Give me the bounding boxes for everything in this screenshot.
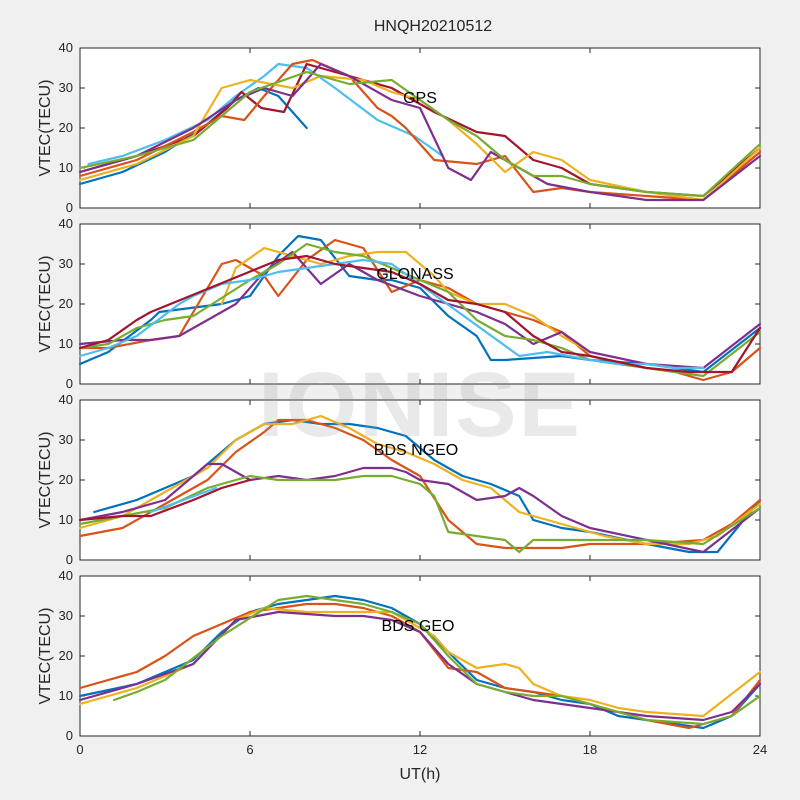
series-line-7: [78, 70, 762, 198]
y-tick-label: 0: [66, 552, 73, 567]
y-axis-label: VTEC(TECU): [37, 80, 54, 177]
y-tick-label: 40: [59, 216, 73, 231]
series-line-2: [87, 62, 444, 166]
series-line-4: [78, 250, 762, 370]
series-line-2: [78, 418, 762, 550]
panel-label: BDS NGEO: [374, 442, 458, 459]
x-tick-label: 0: [76, 742, 83, 757]
series-line-7: [78, 254, 762, 374]
series-line-4: [78, 462, 762, 554]
y-tick-label: 20: [59, 120, 73, 135]
panel-1: 0 10 20 30 40 VTEC(TECU) GPS: [37, 40, 762, 215]
series-line-4: [78, 610, 762, 722]
y-tick-label: 10: [59, 688, 73, 703]
panel-2: 0 10 20 30 40 VTEC(TECU) GLONASS: [37, 216, 762, 391]
x-tick-label: 12: [413, 742, 427, 757]
panel-label: BDS GEO: [382, 618, 455, 635]
y-axis-label: VTEC(TECU): [37, 608, 54, 705]
y-axis-label: VTEC(TECU): [37, 432, 54, 529]
y-tick-label: 20: [59, 472, 73, 487]
x-tick-label: 6: [246, 742, 253, 757]
y-tick-label: 10: [59, 160, 73, 175]
y-tick-label: 20: [59, 648, 73, 663]
series-line-5: [112, 594, 762, 726]
y-tick-label: 40: [59, 392, 73, 407]
series-line-6: [78, 62, 762, 202]
watermark: IONISE: [258, 354, 582, 456]
panel-4: 0 10 20 30 40 0 6 12 18 24 VTEC(TECU) BDS GEO: [37, 568, 767, 757]
series-line-1: [78, 594, 762, 730]
x-tick-label: 24: [753, 742, 767, 757]
y-axis-label: VTEC(TECU): [37, 256, 54, 353]
y-tick-label: 40: [59, 568, 73, 583]
panels-group: 0 10 20 30 40 VTEC(TECU) GPS 0 10 20 30 40 VTEC(TECU…: [37, 40, 767, 757]
series-line-5: [78, 474, 762, 554]
y-tick-label: 0: [66, 728, 73, 743]
series-line-3: [220, 246, 592, 354]
x-axis-label: UT(h): [400, 766, 441, 783]
panel-axes-box: [79, 575, 761, 737]
panel-axes-box: [79, 47, 761, 209]
panel-label: GLONASS: [376, 266, 453, 283]
panel-label: GPS: [403, 90, 437, 107]
y-tick-label: 30: [59, 608, 73, 623]
series-line-6: [149, 486, 218, 514]
y-tick-label: 0: [66, 200, 73, 215]
y-tick-label: 30: [59, 80, 73, 95]
y-tick-label: 30: [59, 432, 73, 447]
chart-title: HNQH20210512: [374, 18, 492, 35]
y-tick-label: 10: [59, 336, 73, 351]
x-tick-label: 18: [583, 742, 597, 757]
y-tick-label: 10: [59, 512, 73, 527]
y-tick-label: 30: [59, 256, 73, 271]
y-tick-label: 20: [59, 296, 73, 311]
series-line-7: [78, 478, 252, 522]
y-tick-label: 40: [59, 40, 73, 55]
panel-3: 0 10 20 30 40 VTEC(TECU) BDS NGEO: [37, 392, 762, 567]
y-tick-label: 0: [66, 376, 73, 391]
